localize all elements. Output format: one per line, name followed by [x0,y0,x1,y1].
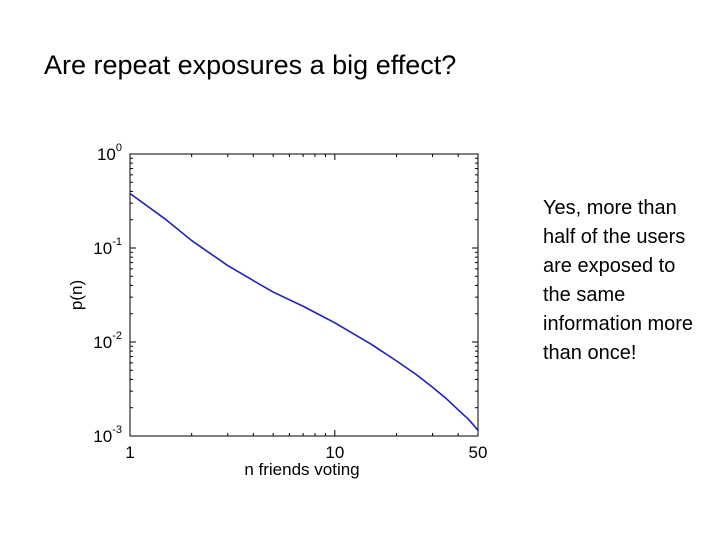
slide-title: Are repeat exposures a big effect? [44,50,457,80]
y-tick-base: 10 [97,145,116,164]
x-axis-title: n friends voting [244,460,359,479]
series-line-0 [129,192,479,431]
side-note: Yes, more than half of the users are exp… [543,197,694,364]
x-tick-label: 50 [469,443,488,462]
x-tick-label: 10 [325,443,344,462]
y-tick-base: 10 [93,333,112,352]
y-tick-label: 10-2 [93,330,122,352]
y-tick-base: 10 [93,427,112,446]
y-axis-title: p(n) [67,280,86,310]
y-tick-base: 10 [93,239,112,258]
y-tick-label: 10-1 [93,236,122,258]
y-tick-exponent: -2 [112,330,122,342]
y-tick-exponent: -3 [112,424,122,436]
y-tick-exponent: 0 [116,142,122,154]
plot-frame [129,153,479,437]
y-tick-label: 10-3 [93,424,122,446]
axis-ticks [129,153,479,437]
y-tick-label: 100 [97,142,122,164]
series-layer [129,192,479,431]
x-tick-label: 1 [125,443,134,462]
y-tick-exponent: -1 [112,236,122,248]
